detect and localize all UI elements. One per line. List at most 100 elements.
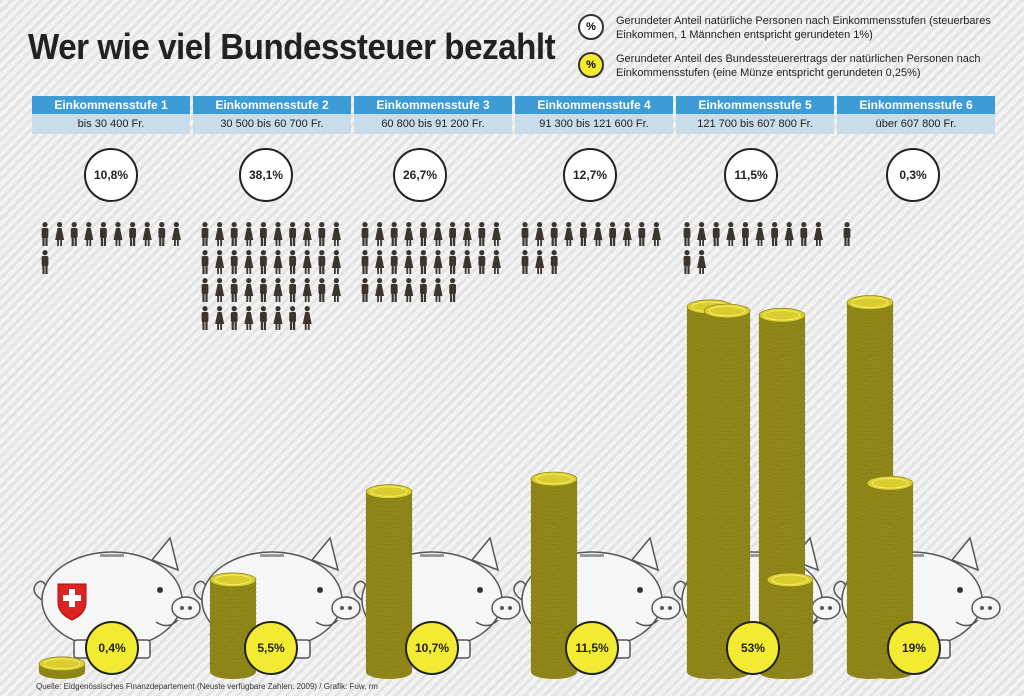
person-figures: [41, 222, 851, 330]
tax-share-3: 10,7%: [405, 621, 459, 675]
person-figure-icon: [142, 222, 152, 246]
person-figure-icon: [302, 250, 312, 274]
bracket-4-label: Einkommensstufe 4: [515, 96, 673, 114]
person-figure-icon: [260, 306, 267, 330]
person-figure-icon: [201, 278, 209, 302]
person-figure-icon: [784, 222, 794, 246]
person-figure-icon: [609, 222, 616, 246]
person-figure-icon: [697, 250, 707, 274]
person-figure-icon: [273, 278, 283, 302]
person-figure-icon: [70, 222, 78, 246]
legend-persons-badge: %: [578, 14, 604, 40]
person-figure-icon: [535, 222, 545, 246]
person-figure-icon: [289, 278, 296, 302]
person-figure-icon: [201, 222, 209, 246]
person-figure-icon: [100, 222, 107, 246]
person-figure-icon: [289, 250, 296, 274]
bracket-3-label: Einkommensstufe 3: [354, 96, 512, 114]
person-figure-icon: [302, 306, 312, 330]
person-figure-icon: [580, 222, 587, 246]
person-figure-icon: [550, 250, 558, 274]
coin-stack: [365, 484, 413, 679]
person-figure-icon: [550, 222, 558, 246]
person-figure-icon: [318, 222, 326, 246]
person-figure-icon: [375, 250, 385, 274]
person-figure-icon: [390, 250, 398, 274]
page-title: Wer wie viel Bundessteuer bezahlt: [28, 26, 556, 67]
person-figure-icon: [651, 222, 661, 246]
person-figure-icon: [478, 250, 486, 274]
person-figure-icon: [289, 222, 296, 246]
person-figure-icon: [462, 222, 472, 246]
person-figure-icon: [260, 278, 267, 302]
person-figure-icon: [449, 278, 456, 302]
bracket-3-header: Einkommensstufe 3 60 800 bis 91 200 Fr.: [354, 96, 512, 134]
person-figure-icon: [375, 222, 385, 246]
income-bracket-header: Einkommensstufe 1 bis 30 400 Fr. Einkomm…: [32, 96, 995, 134]
person-figure-icon: [449, 250, 456, 274]
person-figure-icon: [260, 222, 267, 246]
bracket-1-range: bis 30 400 Fr.: [32, 114, 190, 134]
person-figure-icon: [404, 222, 414, 246]
person-figure-icon: [638, 222, 646, 246]
person-figure-icon: [462, 250, 472, 274]
person-figure-icon: [41, 250, 49, 274]
person-figure-icon: [215, 222, 225, 246]
persons-share-2: 38,1%: [239, 148, 293, 202]
person-figure-icon: [449, 222, 456, 246]
bracket-6-range: über 607 800 Fr.: [837, 114, 995, 134]
person-figure-icon: [41, 222, 49, 246]
persons-share-3: 26,7%: [393, 148, 447, 202]
person-figure-icon: [755, 222, 765, 246]
person-figure-icon: [683, 222, 691, 246]
bracket-6-label: Einkommensstufe 6: [837, 96, 995, 114]
legend-persons: % Gerundeter Anteil natürliche Personen …: [578, 14, 1024, 42]
bracket-1-label: Einkommensstufe 1: [32, 96, 190, 114]
person-figure-icon: [331, 278, 341, 302]
person-figure-icon: [230, 306, 238, 330]
person-figure-icon: [215, 278, 225, 302]
person-figure-icon: [273, 306, 283, 330]
person-figure-icon: [361, 278, 369, 302]
person-figure-icon: [215, 250, 225, 274]
person-figure-icon: [593, 222, 603, 246]
person-figure-icon: [420, 250, 427, 274]
person-figure-icon: [273, 222, 283, 246]
persons-share-6: 0,3%: [886, 148, 940, 202]
person-figure-icon: [390, 222, 398, 246]
persons-share-5: 11,5%: [724, 148, 778, 202]
person-figure-icon: [478, 222, 486, 246]
person-figure-icon: [420, 222, 427, 246]
person-figure-icon: [230, 250, 238, 274]
person-figure-icon: [171, 222, 181, 246]
legend-revenue-badge: %: [578, 52, 604, 78]
person-figure-icon: [404, 278, 414, 302]
coin-stack: [530, 471, 578, 679]
person-figure-icon: [521, 222, 529, 246]
person-figure-icon: [433, 250, 443, 274]
person-figure-icon: [433, 222, 443, 246]
source-note: Quelle: Eidgenössisches Finanzdepartemen…: [36, 682, 378, 691]
legend-revenue-text: Gerundeter Anteil des Bundessteuerertrag…: [616, 53, 981, 79]
person-figure-icon: [712, 222, 720, 246]
person-figure-icon: [331, 222, 341, 246]
person-figure-icon: [215, 306, 225, 330]
person-figure-icon: [726, 222, 736, 246]
person-figure-icon: [683, 250, 691, 274]
person-figure-icon: [55, 222, 65, 246]
bracket-2-header: Einkommensstufe 2 30 500 bis 60 700 Fr.: [193, 96, 351, 134]
person-figure-icon: [244, 250, 254, 274]
person-figure-icon: [521, 250, 529, 274]
person-figure-icon: [318, 250, 326, 274]
person-figure-icon: [404, 250, 414, 274]
bracket-5-header: Einkommensstufe 5 121 700 bis 607 800 Fr…: [676, 96, 834, 134]
bracket-4-header: Einkommensstufe 4 91 300 bis 121 600 Fr.: [515, 96, 673, 134]
person-figure-icon: [622, 222, 632, 246]
legend-revenue: % Gerundeter Anteil des Bundessteuerertr…: [578, 52, 1024, 80]
person-figure-icon: [129, 222, 136, 246]
coin-stack: [766, 572, 814, 679]
person-figure-icon: [230, 222, 238, 246]
bracket-1-header: Einkommensstufe 1 bis 30 400 Fr.: [32, 96, 190, 134]
bracket-2-range: 30 500 bis 60 700 Fr.: [193, 114, 351, 134]
